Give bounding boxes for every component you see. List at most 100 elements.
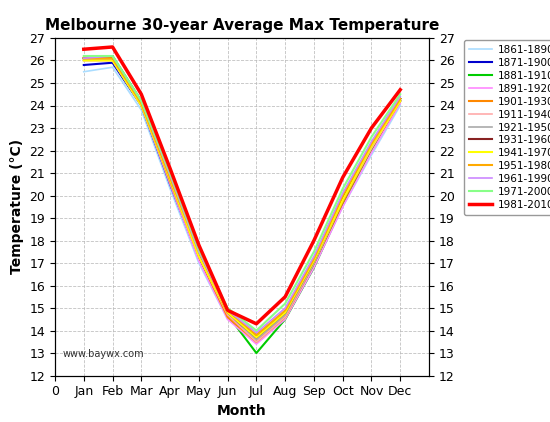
1881-1910 <box>339 202 346 207</box>
Legend: 1861-1890, 1871-1900, 1881-1910, 1891-1920, 1901-1930, 1911-1940, 1921-1950, 193: 1861-1890, 1871-1900, 1881-1910, 1891-19… <box>464 40 550 215</box>
Title: Melbourne 30-year Average Max Temperature: Melbourne 30-year Average Max Temperatur… <box>45 18 439 32</box>
Line: 1911-1940: 1911-1940 <box>84 60 400 342</box>
1981-2010 <box>311 238 317 243</box>
1921-1950 <box>80 56 87 61</box>
1891-1920 <box>138 103 145 108</box>
1871-1900 <box>224 314 231 319</box>
1931-1960 <box>397 96 404 101</box>
1951-1980 <box>80 56 87 61</box>
1891-1920 <box>282 317 288 322</box>
1921-1950 <box>397 96 404 101</box>
Text: www.baywx.com: www.baywx.com <box>63 349 144 359</box>
1881-1910 <box>109 54 116 59</box>
1901-1930 <box>397 98 404 103</box>
1981-2010 <box>224 308 231 313</box>
1941-1970 <box>282 310 288 315</box>
1911-1940 <box>282 314 288 319</box>
Line: 1981-2010: 1981-2010 <box>84 47 400 324</box>
1911-1940 <box>368 146 375 151</box>
Line: 1951-1980: 1951-1980 <box>84 58 400 335</box>
1941-1970 <box>339 197 346 203</box>
1901-1930 <box>196 254 202 259</box>
1981-2010 <box>167 166 173 171</box>
1981-2010 <box>282 294 288 299</box>
1931-1960 <box>80 56 87 61</box>
1971-2000 <box>368 135 375 140</box>
1961-1990 <box>282 306 288 311</box>
1941-1970 <box>167 177 173 182</box>
Line: 1881-1910: 1881-1910 <box>84 56 400 353</box>
1871-1900 <box>339 200 346 205</box>
1981-2010 <box>368 125 375 130</box>
1961-1990 <box>138 98 145 103</box>
1971-2000 <box>311 249 317 254</box>
1941-1970 <box>196 254 202 259</box>
1871-1900 <box>80 62 87 68</box>
1921-1950 <box>167 177 173 182</box>
1891-1920 <box>339 204 346 209</box>
1941-1970 <box>224 310 231 315</box>
1891-1920 <box>167 182 173 187</box>
1921-1950 <box>368 143 375 149</box>
1951-1980 <box>311 256 317 261</box>
1941-1970 <box>397 98 404 103</box>
1921-1950 <box>253 337 260 342</box>
1891-1920 <box>311 265 317 270</box>
1861-1890 <box>311 265 317 270</box>
Line: 1931-1960: 1931-1960 <box>84 58 400 337</box>
1981-2010 <box>397 87 404 92</box>
Line: 1971-2000: 1971-2000 <box>84 56 400 330</box>
1981-2010 <box>80 47 87 52</box>
1941-1970 <box>253 335 260 340</box>
Line: 1961-1990: 1961-1990 <box>84 56 400 333</box>
Line: 1891-1920: 1891-1920 <box>84 60 400 344</box>
1881-1910 <box>196 254 202 259</box>
1871-1900 <box>282 310 288 315</box>
Line: 1921-1950: 1921-1950 <box>84 58 400 340</box>
1891-1920 <box>196 258 202 263</box>
1951-1980 <box>368 141 375 146</box>
1901-1930 <box>224 314 231 319</box>
1961-1990 <box>253 330 260 335</box>
Line: 1901-1930: 1901-1930 <box>84 58 400 342</box>
1861-1890 <box>167 186 173 191</box>
1971-2000 <box>167 170 173 176</box>
1871-1900 <box>196 256 202 261</box>
1921-1950 <box>138 101 145 106</box>
1861-1890 <box>138 108 145 113</box>
1911-1940 <box>80 58 87 63</box>
1901-1930 <box>80 56 87 61</box>
1901-1930 <box>167 179 173 184</box>
1911-1940 <box>253 339 260 344</box>
1941-1970 <box>138 103 145 108</box>
1881-1910 <box>368 148 375 153</box>
1921-1950 <box>196 252 202 257</box>
1891-1920 <box>224 317 231 322</box>
1901-1930 <box>339 200 346 205</box>
1861-1890 <box>109 65 116 70</box>
1911-1940 <box>167 179 173 184</box>
1881-1910 <box>311 265 317 270</box>
1861-1890 <box>339 204 346 209</box>
1941-1970 <box>311 258 317 263</box>
1931-1960 <box>282 310 288 315</box>
1971-2000 <box>397 92 404 97</box>
1921-1950 <box>224 310 231 315</box>
1951-1980 <box>253 333 260 338</box>
Line: 1861-1890: 1861-1890 <box>84 67 400 337</box>
1881-1910 <box>397 96 404 101</box>
1921-1950 <box>311 260 317 265</box>
1881-1910 <box>138 98 145 103</box>
1961-1990 <box>368 139 375 144</box>
1901-1930 <box>109 56 116 61</box>
1931-1960 <box>109 56 116 61</box>
1891-1920 <box>397 101 404 106</box>
1941-1970 <box>109 58 116 63</box>
1891-1920 <box>80 58 87 63</box>
1951-1980 <box>397 96 404 101</box>
1861-1890 <box>80 69 87 74</box>
1911-1940 <box>109 58 116 63</box>
1881-1910 <box>80 56 87 61</box>
1971-2000 <box>339 186 346 191</box>
X-axis label: Month: Month <box>217 404 267 418</box>
